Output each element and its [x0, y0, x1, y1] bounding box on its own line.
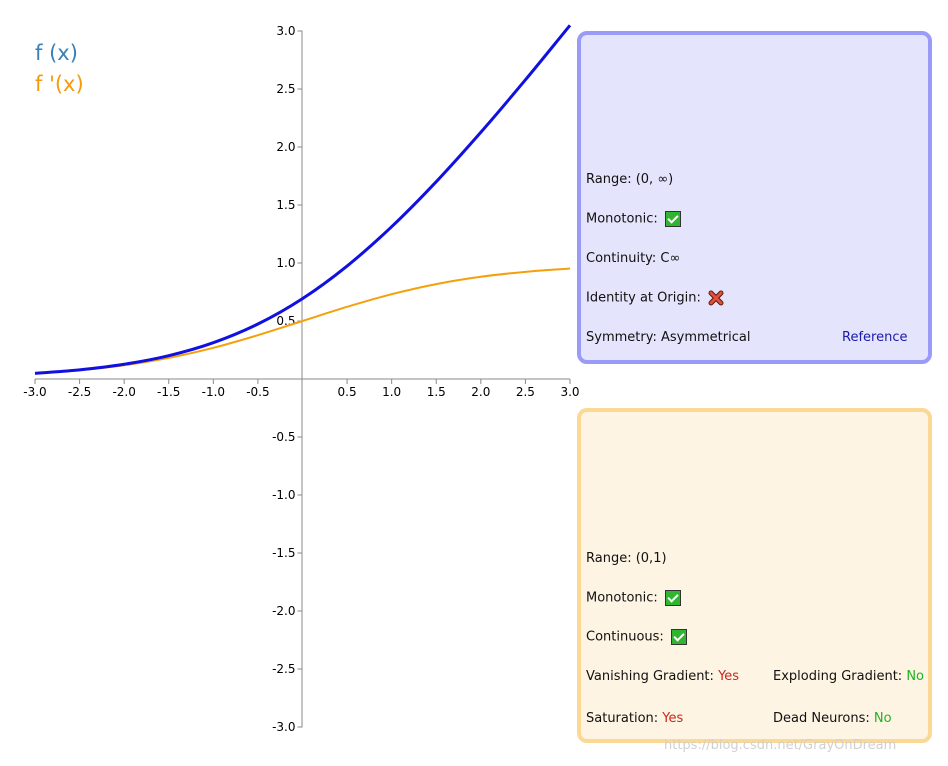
monotonic-row: Monotonic: [586, 590, 681, 606]
range-label: Range: (0, ∞) [586, 172, 674, 187]
monotonic-label: Monotonic: [586, 590, 658, 606]
identity-label: Identity at Origin: [586, 290, 701, 306]
x-tick-label: 1.0 [382, 385, 401, 399]
continuity-label: Continuity: C∞ [586, 251, 681, 266]
dead-neurons-label: Dead Neurons: [773, 711, 870, 726]
y-tick-label: 1.0 [276, 256, 295, 270]
cross-icon [708, 290, 724, 306]
watermark: https://blog.csdn.net/GrayOnDream [664, 738, 897, 753]
vanishing-gradient-value: Yes [718, 669, 740, 684]
x-tick-label: -0.5 [246, 385, 269, 399]
saturation-row: Saturation: Yes [586, 711, 683, 726]
y-tick-label: -1.0 [272, 488, 295, 502]
check-icon [664, 211, 681, 227]
legend-item-function: f (x) [35, 41, 78, 65]
function-properties-panel: Range: (0, ∞) Monotonic: Continuity: C∞ … [577, 31, 932, 364]
legend-item-derivative: f '(x) [35, 72, 84, 96]
vanishing-gradient-label: Vanishing Gradient: [586, 669, 714, 684]
y-tick-label: 2.0 [276, 140, 295, 154]
reference-link[interactable]: Reference [842, 330, 908, 345]
exploding-gradient-value: No [906, 669, 925, 684]
x-tick-label: 1.5 [427, 385, 446, 399]
symmetry-label: Symmetry: Asymmetrical [586, 330, 751, 345]
y-tick-label: -2.0 [272, 604, 295, 618]
check-icon [670, 629, 687, 645]
identity-row: Identity at Origin: [586, 290, 724, 306]
saturation-label: Saturation: [586, 711, 659, 726]
saturation-value: Yes [662, 711, 684, 726]
exploding-gradient-label: Exploding Gradient: [773, 669, 903, 684]
x-tick-label: -1.5 [157, 385, 180, 399]
derivative-properties-panel: Range: (0,1) Monotonic: Continuous: Vani… [577, 408, 932, 743]
x-tick-label: 2.0 [471, 385, 490, 399]
continuous-row: Continuous: [586, 629, 687, 645]
x-tick-label: -2.0 [112, 385, 135, 399]
range-label: Range: (0,1) [586, 551, 667, 566]
monotonic-row: Monotonic: [586, 211, 681, 227]
x-tick-label: 2.5 [516, 385, 535, 399]
dead-neurons-row: Dead Neurons: No [773, 711, 892, 726]
exploding-gradient-row: Exploding Gradient: No [773, 669, 924, 684]
continuous-label: Continuous: [586, 629, 664, 645]
x-tick-label: -2.5 [68, 385, 91, 399]
y-tick-label: -1.5 [272, 546, 295, 560]
series-line-function [34, 24, 572, 375]
y-tick-label: 3.0 [276, 24, 295, 38]
y-tick-label: -2.5 [272, 662, 295, 676]
y-tick-label: 2.5 [276, 82, 295, 96]
x-tick-label: 0.5 [338, 385, 357, 399]
x-tick-label: 3.0 [560, 385, 579, 399]
y-tick-label: 1.5 [276, 198, 295, 212]
x-tick-label: -1.0 [202, 385, 225, 399]
x-tick-label: -3.0 [23, 385, 46, 399]
dead-neurons-value: No [873, 711, 892, 726]
y-tick-label: -0.5 [272, 430, 295, 444]
vanishing-gradient-row: Vanishing Gradient: Yes [586, 669, 739, 684]
monotonic-label: Monotonic: [586, 211, 658, 227]
y-tick-label: -3.0 [272, 720, 295, 734]
check-icon [664, 590, 681, 606]
